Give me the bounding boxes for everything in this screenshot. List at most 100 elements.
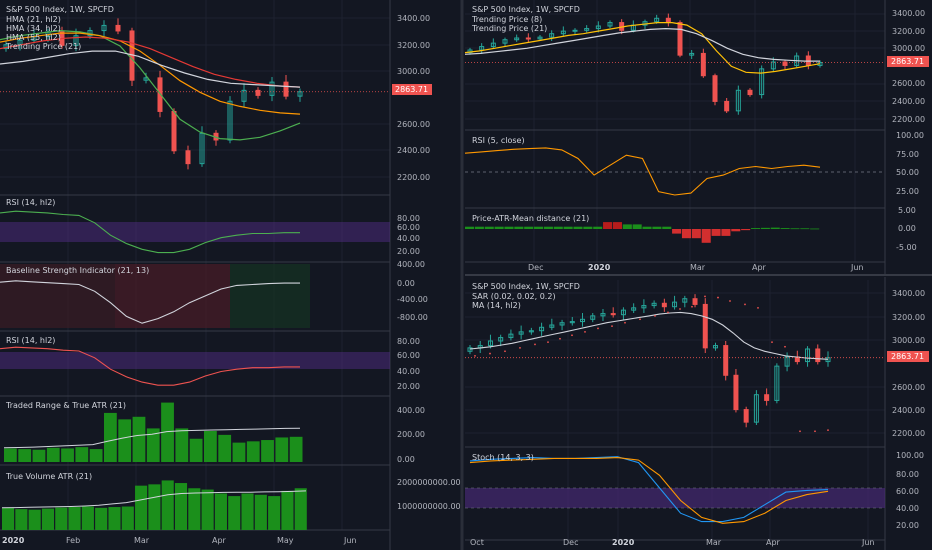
rb-sar-dot [534, 343, 536, 346]
rt-distance-bar [701, 229, 711, 243]
rt-distance-bar [504, 226, 514, 229]
rt-candle-body [537, 36, 543, 40]
left-candle-body [115, 24, 121, 32]
rb-sar-dot [691, 305, 693, 308]
rt-p1-tick-50: 50.00 [896, 168, 919, 177]
left-trending21-line [0, 50, 301, 88]
left-p4-tick-400: 400.00 [397, 406, 425, 415]
rt-p2-tick-5: 5.00 [898, 206, 916, 215]
rb-sar-dot [611, 325, 613, 328]
left-p5-volume-bar [294, 488, 307, 530]
rb-candle-body [498, 337, 504, 342]
rb-stoch-k-line [469, 456, 829, 523]
rt-distance-bar [484, 226, 494, 229]
rb-sar-dot [771, 341, 773, 344]
rt-distance-bar [583, 226, 593, 229]
rb-legend-1: SAR (0.02, 0.02, 0.2) [472, 292, 556, 301]
left-p4-range-bar [146, 428, 160, 462]
left-p5-volume-bar [241, 493, 254, 530]
left-p5-volume-bar [268, 496, 281, 530]
rb-sar-dot [584, 330, 586, 333]
right-bottom-chart-area[interactable] [465, 277, 885, 550]
left-p4-range-bar [175, 428, 189, 462]
left-chart: S&P 500 Index, 1W, SPCFD HMA (21, hl2) H… [0, 0, 461, 550]
rb-candle-body [590, 315, 596, 320]
rb-x-label-jun: Jun [861, 538, 875, 547]
rb-sar-dot [504, 350, 506, 353]
rt-y-tick-3000: 3000.00 [892, 44, 925, 53]
left-p4-range-bar [204, 431, 217, 462]
rb-p1-tick-80: 80.00 [896, 470, 919, 479]
rt-p1-tick-100: 100.00 [896, 131, 924, 140]
rt-distance-bar [632, 224, 642, 229]
rt-candle-body [572, 29, 578, 32]
rt-distance-bar [534, 226, 544, 229]
rb-candle-body [641, 305, 647, 309]
rb-y-tick-3200: 3200.00 [892, 313, 925, 322]
left-p5-volume-bar [174, 483, 188, 530]
rt-distance-bar [573, 226, 583, 229]
left-p5-volume-bar [68, 507, 81, 530]
rt-y-tick-2400: 2400.00 [892, 97, 925, 106]
rb-sar-dot [654, 314, 656, 317]
rb-y-tick-3400: 3400.00 [892, 289, 925, 298]
rt-candle-body [665, 17, 671, 24]
rb-candle-body [784, 356, 790, 367]
left-price-pane[interactable] [0, 18, 390, 170]
left-p4-title: Traded Range & True ATR (21) [5, 401, 126, 410]
rb-p1-title: Stoch (14, 3, 3) [472, 453, 534, 462]
left-candle-body [283, 81, 289, 97]
rt-distance-bar [711, 229, 721, 236]
left-candle-body [73, 35, 79, 46]
rb-candle-body [580, 318, 586, 323]
left-p3-tick-40: 40.00 [397, 367, 420, 376]
left-y-tick-3200: 3200.00 [397, 41, 430, 50]
left-candle-body [171, 110, 177, 152]
rt-distance-bar [672, 229, 682, 234]
rb-candle-body [805, 348, 811, 363]
right-top-price-pane[interactable] [464, 13, 885, 115]
rt-main-title: S&P 500 Index, 1W, SPCFD [472, 5, 580, 14]
left-p2-bg-red2 [115, 264, 230, 328]
left-main-title: S&P 500 Index, 1W, SPCFD [6, 5, 114, 14]
left-p4-tick-0: 0.00 [397, 455, 415, 464]
rt-distance-bar [543, 226, 553, 229]
left-candle-body [269, 81, 275, 96]
rt-x-label-apr: Apr [752, 263, 767, 272]
rb-sar-dot [757, 306, 759, 309]
rb-p1-tick-60: 60.00 [896, 487, 919, 496]
rt-distance-bar [721, 229, 731, 236]
right-top-indicator-panes [464, 147, 885, 243]
rt-candle-body [514, 37, 520, 41]
rb-p1-tick-40: 40.00 [896, 504, 919, 513]
rt-distance-bar [652, 226, 662, 229]
rb-y-tick-2400: 2400.00 [892, 406, 925, 415]
left-p5-tick-2b: 2000000000.00 [397, 478, 461, 487]
rb-sar-dot [597, 327, 599, 330]
rb-sar-dot [489, 352, 491, 355]
left-candle-body [185, 150, 191, 165]
rb-sar-dot [559, 337, 561, 340]
rt-distance-bar [474, 226, 484, 229]
rb-ma-line [469, 311, 829, 360]
left-p2-tick-0: 0.00 [397, 279, 415, 288]
rt-distance-bar [563, 226, 573, 229]
left-y-tick-2600: 2600.00 [397, 120, 430, 129]
left-hma55-line [0, 36, 301, 88]
left-y-tick-3400: 3400.00 [397, 14, 430, 23]
left-p4-range-bar [4, 448, 17, 462]
left-p5-volume-bar [148, 484, 161, 530]
left-p5-volume-bar [15, 509, 28, 530]
left-p2-bg-red [0, 264, 115, 328]
rb-sar-dot [717, 296, 719, 299]
left-p5-volume-bar [201, 489, 214, 530]
rb-candle-body [600, 313, 606, 317]
rb-candle-body [753, 394, 759, 423]
rb-sar-dot [639, 318, 641, 321]
rb-candle-body [620, 309, 626, 316]
rb-sar-dot [624, 321, 626, 324]
right-bottom-price-pane[interactable] [465, 294, 885, 433]
left-p5-tick-1b: 1000000000.00 [397, 502, 461, 511]
rb-candle-body [672, 301, 678, 308]
